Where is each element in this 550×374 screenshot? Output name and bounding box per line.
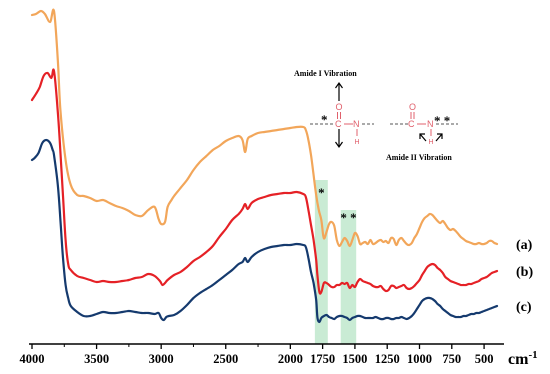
amide-ii-diagram: O C N * * H [390,102,458,146]
highlight-band-2 [340,210,357,344]
x-tick-label-1250: 1250 [375,352,400,366]
series-line-1 [30,8,499,248]
amide-i-carbon: C [335,119,342,129]
x-tick-label-750: 750 [442,352,461,366]
x-tick-label-3500: 3500 [84,352,109,366]
amide-i-nitrogen: N [353,119,360,129]
highlight-bands [314,180,357,344]
amide-ii-oxygen: O [409,102,416,112]
x-tick-label-3000: 3000 [149,352,174,366]
amide-ii-marker: * * [434,113,450,128]
x-axis-unit: cm-1 [508,349,538,368]
amide-ii-left-arrow [419,133,427,142]
series-label-1: (a) [516,238,533,253]
x-tick-label-2000: 2000 [278,352,303,366]
series-label-2: (b) [516,265,533,280]
x-axis-unit-text: cm [508,351,529,368]
amide-i-down-arrow [335,129,343,149]
amide-i-hydrogen: H [355,139,360,146]
series-line-2 [30,68,499,295]
x-tick-label-1500: 1500 [342,352,367,366]
x-tick-label-1750: 1750 [310,352,335,366]
band-marker-2: * * [340,210,356,225]
amide-i-marker: * [321,112,328,127]
amide-i-diagram: O * C N H [310,81,374,149]
x-axis-ticks: 4000 3500 3000 2500 2000 1750 1500 1250 1000 750 5… [20,344,494,366]
band-markers: * * * [318,185,357,225]
amide-ii-hydrogen: H [429,139,434,146]
series-labels: (a) (b) (c) [516,238,533,315]
amide-vibration-inset: Amide I Vibration O * C N H O C N * * [294,69,458,162]
x-tick-label-1000: 1000 [407,352,432,366]
amide-ii-right-arrow [435,133,443,142]
x-tick-label-4000: 4000 [20,352,45,366]
highlight-band-1 [314,180,328,344]
x-tick-label-2500: 2500 [213,352,238,366]
series-line-3 [30,138,499,324]
x-axis-unit-exponent: -1 [528,349,537,361]
amide-i-oxygen: O [336,102,343,112]
amide-i-title: Amide I Vibration [294,69,357,78]
band-marker-1: * [318,185,325,200]
x-tick-label-500: 500 [475,352,494,366]
amide-ii-carbon: C [408,119,415,129]
series-label-3: (c) [516,300,532,315]
amide-ii-title: Amide II Vibration [386,153,452,162]
amide-i-up-arrow [335,81,343,101]
amide-ii-nitrogen: N [427,119,434,129]
spectrum-curves [30,8,499,324]
